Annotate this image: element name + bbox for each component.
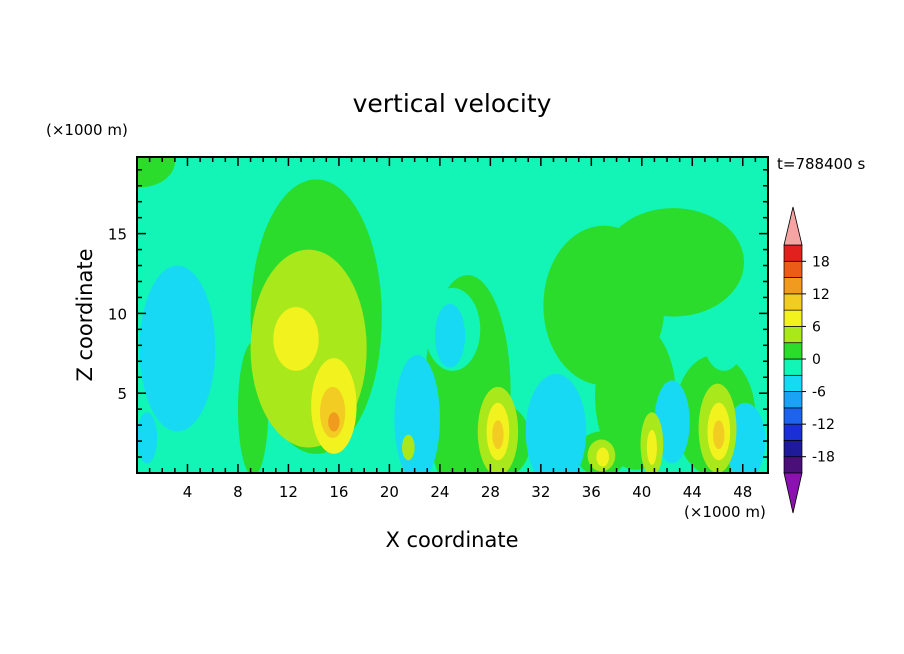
contour-region: [654, 380, 690, 464]
contour-region: [328, 412, 340, 432]
colorbar-swatch: [783, 423, 803, 441]
colorbar-tick-label: 12: [812, 287, 830, 303]
colorbar-swatch: [783, 326, 803, 344]
x-tick-label: 48: [733, 483, 752, 501]
colorbar-swatch: [783, 374, 803, 392]
x-tick-label: 16: [329, 483, 348, 501]
contour-region: [139, 265, 216, 432]
colorbar-swatch: [783, 391, 803, 409]
y-tick-label: 15: [108, 226, 127, 244]
y-axis-label: Z coordinate: [73, 248, 97, 381]
contour-region: [273, 307, 319, 371]
contour-region: [525, 374, 587, 473]
colorbar-tick-label: -6: [812, 385, 826, 401]
x-tick-label: 8: [233, 483, 243, 501]
contour-region: [602, 208, 745, 317]
colorbar-tick-label: -18: [812, 450, 835, 466]
contour-region: [596, 447, 609, 467]
colorbar: 18 12 6 0 -6 -12 -18: [783, 206, 835, 514]
x-axis-label: X coordinate: [385, 528, 518, 552]
colorbar-tick-label: 18: [812, 254, 830, 270]
x-tick-label: 44: [683, 483, 702, 501]
colorbar-swatch: [783, 342, 803, 360]
plot-area: [136, 156, 769, 474]
chart-title: vertical velocity: [353, 89, 552, 118]
contour-region: [137, 412, 158, 464]
colorbar-swatch: [783, 407, 803, 425]
x-unit-label: (×1000 m): [684, 503, 766, 521]
x-tick-label: 36: [582, 483, 601, 501]
colorbar-swatch: [783, 440, 803, 458]
x-tick-label: 24: [430, 483, 449, 501]
colorbar-tick-label: 6: [812, 319, 821, 335]
colorbar-swatch: [783, 358, 803, 376]
y-axis-ticks: 5 10 15: [108, 169, 768, 458]
x-tick-label: 28: [481, 483, 500, 501]
contour-region: [646, 429, 657, 466]
time-label: t=788400 s: [777, 155, 865, 173]
y-tick-label: 5: [117, 385, 127, 403]
colorbar-swatch: [783, 277, 803, 295]
contour-region: [394, 354, 440, 473]
contour-region: [713, 420, 725, 450]
colorbar-swatch: [783, 244, 803, 262]
x-axis-ticks: 4 8 12 16 20 24 28 32 36 40 44 48: [148, 157, 757, 501]
contour-region: [703, 307, 745, 371]
x-tick-label: 40: [632, 483, 651, 501]
contour-region: [402, 434, 415, 461]
colorbar-over-triangle: [783, 206, 803, 246]
colorbar-tick-label: -12: [812, 417, 835, 433]
contour-regions: [137, 157, 766, 473]
colorbar-tick-label: 0: [812, 352, 821, 368]
x-tick-label: 4: [183, 483, 193, 501]
y-unit-label: (×1000 m): [46, 121, 128, 139]
x-tick-label: 12: [279, 483, 298, 501]
x-tick-label: 20: [380, 483, 399, 501]
colorbar-swatch: [783, 293, 803, 311]
contour-region: [434, 303, 466, 368]
contour-region: [492, 420, 504, 450]
colorbar-under-triangle: [783, 472, 803, 514]
x-tick-label: 32: [531, 483, 550, 501]
contour-region: [137, 157, 175, 188]
colorbar-swatch: [783, 260, 803, 278]
y-tick-label: 10: [108, 305, 127, 323]
colorbar-swatch: [783, 456, 803, 474]
colorbar-swatch: [783, 309, 803, 327]
